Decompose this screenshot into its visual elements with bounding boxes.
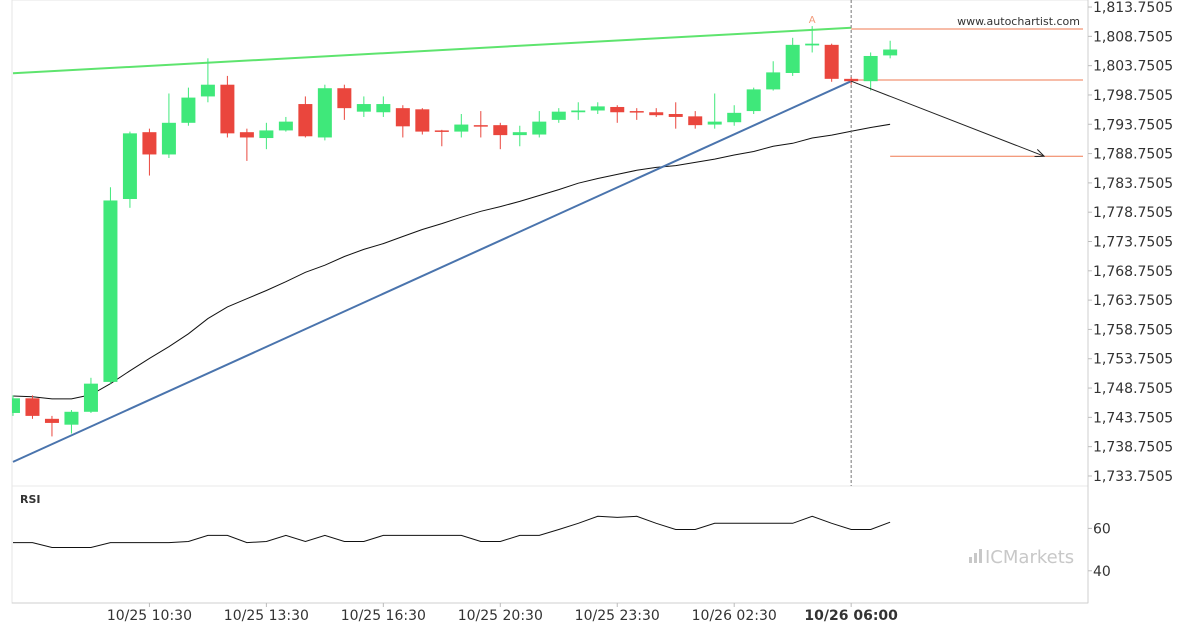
candle-body [298,104,313,137]
candle-body [142,132,157,155]
brand-icon [969,549,982,563]
candle-body [590,106,605,111]
candle-body [610,106,625,113]
trendline [12,80,852,463]
candle-body [259,130,274,139]
candle-body [200,84,215,97]
plot-frame [11,0,1089,604]
moving-average [12,123,891,400]
y-tick-label: 1,763.7505 [1093,293,1173,309]
candle-body [103,200,118,382]
y-tick-label: 1,768.7505 [1093,264,1173,280]
candle-body [746,89,761,112]
candle-body [220,84,235,134]
y-tick-label: 1,788.7505 [1093,147,1173,163]
y-tick-label: 1,773.7505 [1093,235,1173,251]
y-tick-label: 1,738.7505 [1093,440,1173,456]
rsi-tick-label: 60 [1093,521,1111,537]
candle-body [629,111,644,113]
candle-body [863,55,878,82]
rsi-line [13,515,891,548]
candle-body [883,49,898,56]
y-tick-label: 1,778.7505 [1093,205,1173,221]
x-tick-label: 10/25 16:30 [341,608,426,624]
candle-body [766,72,781,90]
trendline [12,26,852,75]
y-tick-label: 1,798.7505 [1093,88,1173,104]
candle-body [337,88,352,109]
y-tick-label: 1,733.7505 [1093,469,1173,485]
x-tick-label: 10/26 02:30 [692,608,777,624]
candle-body [12,398,20,413]
y-tick-label: 1,758.7505 [1093,322,1173,338]
candle-body [824,44,839,79]
rsi-title: RSI [20,493,41,506]
x-tick-label: 10/26 06:00 [804,608,898,624]
forecast-arrow [851,80,1044,156]
candle-body [64,411,79,425]
candle-body [25,398,40,416]
x-tick-label: 10/25 20:30 [458,608,543,624]
candle-body [649,112,664,116]
candle-body [161,122,176,155]
candle-body [454,124,469,132]
x-tick-label: 10/25 23:30 [575,608,660,624]
candle-body [415,109,430,132]
candle-body [727,112,742,123]
pattern-annotation: A [809,15,816,26]
candle-body [532,121,547,135]
candle-body [44,418,59,423]
candle-body [317,88,332,138]
candle-body [83,383,98,412]
rsi-tick-label: 40 [1093,564,1111,580]
candle-body [376,104,391,113]
candle-body [844,78,859,82]
candle-body [805,43,820,46]
plot-area: A [12,0,1083,486]
y-tick-label: 1,783.7505 [1093,176,1173,192]
brand-watermark: ICMarkets [985,547,1074,568]
candle-body [122,133,137,200]
y-tick-label: 1,748.7505 [1093,381,1173,397]
candle-body [493,125,508,136]
y-tick-label: 1,813.7505 [1093,0,1173,16]
y-tick-label: 1,808.7505 [1093,29,1173,45]
candle-body [473,125,488,127]
candle-body [239,132,254,138]
candle-body [668,114,683,117]
candle-body [278,121,293,131]
candle-body [688,116,703,126]
candle-body [434,130,449,132]
rsi-panel [13,515,891,548]
candle-body [571,110,586,113]
y-tick-label: 1,743.7505 [1093,410,1173,426]
y-tick-label: 1,793.7505 [1093,117,1173,133]
x-tick-label: 10/25 10:30 [107,608,192,624]
candle-body [512,132,527,136]
y-tick-label: 1,803.7505 [1093,59,1173,75]
candle-body [707,121,722,125]
axes: 1,733.7505 1,738.7505 1,743.7505 1,748.7505… [107,0,1173,624]
candle-body [356,104,371,112]
watermark: www.autochartist.com [957,15,1080,28]
candle-body [551,111,566,120]
candle-body [395,108,410,127]
candle-body [181,97,196,123]
x-tick-label: 10/25 13:30 [224,608,309,624]
y-tick-label: 1,753.7505 [1093,352,1173,368]
candle-body [785,44,800,73]
